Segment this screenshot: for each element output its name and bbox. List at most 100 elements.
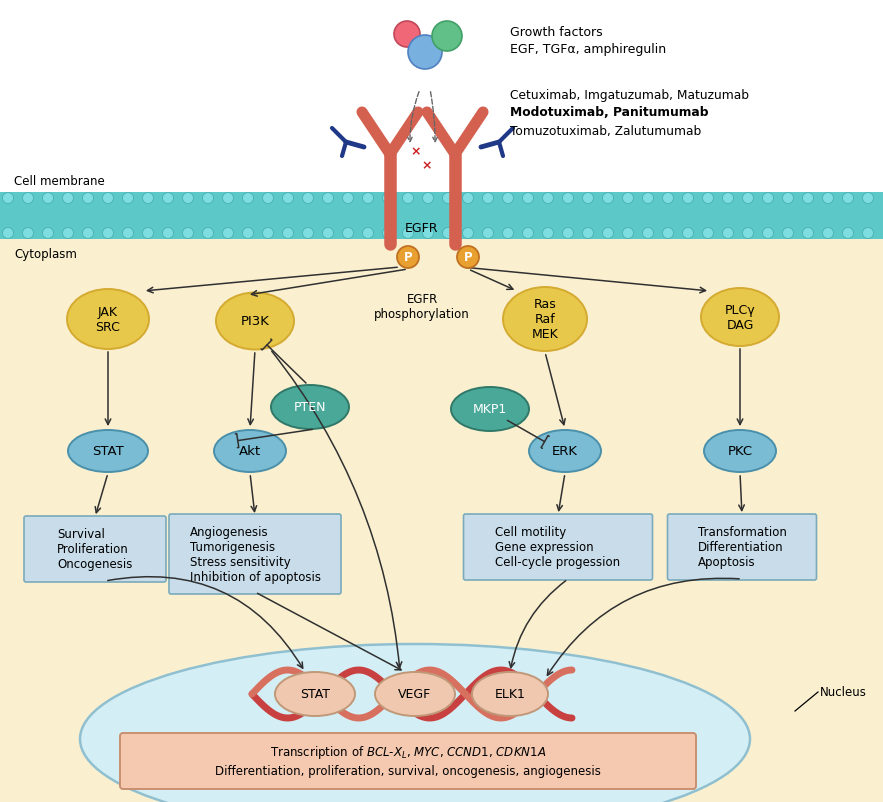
Circle shape	[363, 193, 374, 205]
Ellipse shape	[704, 431, 776, 472]
Circle shape	[394, 22, 420, 48]
Text: Angiogenesis
Tumorigenesis
Stress sensitivity
Inhibition of apoptosis: Angiogenesis Tumorigenesis Stress sensit…	[190, 525, 321, 583]
Circle shape	[202, 229, 214, 239]
Text: Tomuzotuximab, Zalutumumab: Tomuzotuximab, Zalutumumab	[510, 124, 701, 137]
Circle shape	[3, 193, 13, 205]
Circle shape	[523, 229, 533, 239]
Text: PLCγ
DAG: PLCγ DAG	[725, 304, 755, 331]
FancyBboxPatch shape	[24, 516, 166, 582]
Circle shape	[42, 193, 54, 205]
Circle shape	[662, 229, 674, 239]
Circle shape	[422, 193, 434, 205]
Ellipse shape	[701, 289, 779, 346]
Circle shape	[123, 193, 133, 205]
Circle shape	[523, 193, 533, 205]
Ellipse shape	[503, 288, 587, 351]
Circle shape	[803, 229, 813, 239]
Circle shape	[22, 229, 34, 239]
Ellipse shape	[67, 290, 149, 350]
Text: ×: ×	[422, 160, 433, 172]
Text: Cell membrane: Cell membrane	[14, 175, 105, 188]
Circle shape	[482, 193, 494, 205]
Text: EGF, TGFα, amphiregulin: EGF, TGFα, amphiregulin	[510, 43, 666, 56]
Circle shape	[442, 193, 454, 205]
Circle shape	[22, 193, 34, 205]
Circle shape	[123, 229, 133, 239]
Circle shape	[223, 193, 233, 205]
Circle shape	[322, 229, 334, 239]
Circle shape	[343, 229, 353, 239]
Circle shape	[183, 193, 193, 205]
Circle shape	[303, 229, 313, 239]
Text: Survival
Proliferation
Oncogenesis: Survival Proliferation Oncogenesis	[57, 528, 132, 571]
Text: STAT: STAT	[300, 687, 330, 701]
Circle shape	[863, 193, 873, 205]
Circle shape	[63, 229, 73, 239]
Circle shape	[343, 193, 353, 205]
Circle shape	[703, 229, 713, 239]
Text: ERK: ERK	[552, 445, 578, 458]
Circle shape	[408, 36, 442, 70]
Circle shape	[662, 193, 674, 205]
Circle shape	[703, 193, 713, 205]
Circle shape	[262, 193, 274, 205]
Circle shape	[202, 193, 214, 205]
Ellipse shape	[80, 644, 750, 802]
Circle shape	[142, 193, 154, 205]
Circle shape	[623, 193, 633, 205]
Circle shape	[142, 229, 154, 239]
Text: EGFR: EGFR	[405, 221, 439, 234]
Circle shape	[502, 229, 514, 239]
Circle shape	[223, 229, 233, 239]
Circle shape	[722, 193, 734, 205]
FancyBboxPatch shape	[169, 514, 341, 594]
Circle shape	[283, 229, 293, 239]
Circle shape	[262, 229, 274, 239]
Text: Modotuximab, Panitumumab: Modotuximab, Panitumumab	[510, 107, 708, 119]
Ellipse shape	[271, 386, 349, 429]
Ellipse shape	[451, 387, 529, 431]
Circle shape	[722, 229, 734, 239]
Circle shape	[403, 193, 413, 205]
Circle shape	[602, 229, 614, 239]
Circle shape	[542, 193, 554, 205]
Circle shape	[562, 229, 573, 239]
FancyBboxPatch shape	[464, 514, 653, 581]
Circle shape	[432, 22, 462, 52]
Circle shape	[643, 193, 653, 205]
Circle shape	[82, 229, 94, 239]
Circle shape	[743, 229, 753, 239]
Circle shape	[583, 229, 593, 239]
Text: STAT: STAT	[92, 445, 124, 458]
Text: Cetuximab, Imgatuzumab, Matuzumab: Cetuximab, Imgatuzumab, Matuzumab	[510, 88, 749, 101]
Circle shape	[623, 229, 633, 239]
Circle shape	[602, 193, 614, 205]
Circle shape	[482, 229, 494, 239]
Text: P: P	[464, 251, 472, 264]
Circle shape	[457, 247, 479, 269]
Circle shape	[803, 193, 813, 205]
Circle shape	[382, 229, 394, 239]
Circle shape	[463, 229, 473, 239]
Text: P: P	[404, 251, 412, 264]
Circle shape	[283, 193, 293, 205]
Circle shape	[763, 193, 774, 205]
Circle shape	[363, 229, 374, 239]
Circle shape	[403, 229, 413, 239]
Text: JAK
SRC: JAK SRC	[95, 306, 120, 334]
Circle shape	[743, 193, 753, 205]
Circle shape	[643, 229, 653, 239]
Text: Ras
Raf
MEK: Ras Raf MEK	[532, 298, 558, 341]
Circle shape	[502, 193, 514, 205]
Ellipse shape	[275, 672, 355, 716]
Text: VEGF: VEGF	[398, 687, 432, 701]
Circle shape	[683, 229, 693, 239]
Circle shape	[822, 229, 834, 239]
Ellipse shape	[216, 294, 294, 350]
Circle shape	[63, 193, 73, 205]
Circle shape	[422, 229, 434, 239]
Text: Cytoplasm: Cytoplasm	[14, 248, 77, 261]
Circle shape	[442, 229, 454, 239]
Circle shape	[322, 193, 334, 205]
Ellipse shape	[472, 672, 548, 716]
